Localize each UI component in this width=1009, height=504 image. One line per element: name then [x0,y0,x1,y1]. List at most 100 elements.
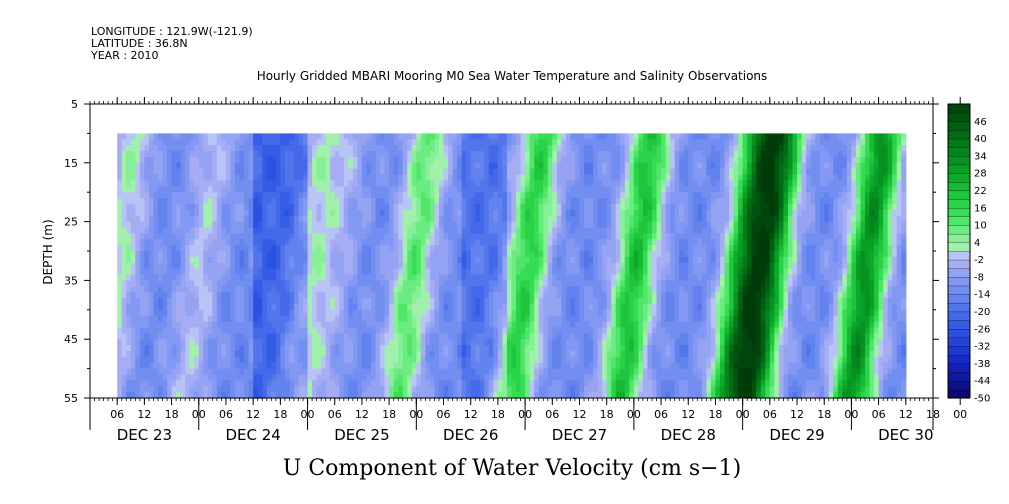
heatmap-cell [602,209,608,217]
heatmap-cell [520,203,526,211]
heatmap-cell [452,327,458,334]
heatmap-cell [266,256,272,264]
heatmap-cell [606,162,612,170]
heatmap-cell [389,156,395,164]
heatmap-cell [248,374,254,381]
heatmap-cell [298,209,304,217]
heatmap-cell [380,315,386,323]
heatmap-cell [470,333,476,340]
heatmap-cell [189,245,195,252]
heatmap-cell [502,392,508,399]
heatmap-cell [393,309,399,317]
heatmap-cell [135,374,141,381]
heatmap-cell [148,321,155,329]
heatmap-cell [565,345,572,352]
heatmap-cell [520,198,526,205]
heatmap-cell [371,356,377,364]
heatmap-cell [126,192,132,199]
heatmap-cell [271,315,277,323]
heatmap-cell [371,203,377,211]
heatmap-cell [602,339,608,346]
heatmap-cell [570,245,576,252]
heatmap-cell [225,345,232,352]
heatmap-cell [389,256,395,264]
heatmap-cell [343,333,349,340]
heatmap-cell [303,227,309,234]
heatmap-cell [497,203,504,211]
heatmap-cell [565,221,572,229]
heatmap-cell [502,227,508,234]
heatmap-cell [466,245,472,252]
heatmap-cell [293,286,300,293]
heatmap-cell [448,192,454,199]
heatmap-cell [361,245,368,252]
heatmap-cell [529,268,535,276]
heatmap-cell [461,233,467,240]
heatmap-cell [461,286,467,293]
heatmap-cell [361,203,368,211]
heatmap-cell [157,362,164,370]
heatmap-cell [352,174,358,182]
heatmap-cell [225,368,232,376]
heatmap-cell [493,180,499,187]
heatmap-cell [380,186,386,193]
heatmap-cell [565,198,572,205]
heatmap-cell [212,280,218,287]
heatmap-cell [407,209,413,217]
heatmap-cell [402,368,408,376]
heatmap-cell [271,356,277,364]
heatmap-cell [547,156,553,164]
heatmap-cell [547,345,553,352]
heatmap-cell [334,192,340,199]
heatmap-cell [325,192,331,199]
heatmap-cell [543,274,549,281]
heatmap-cell [398,333,404,340]
heatmap-cell [561,333,567,340]
heatmap-cell [411,221,417,229]
heatmap-cell [153,133,159,140]
heatmap-cell [185,392,191,399]
heatmap-cell [606,368,612,376]
heatmap-cell [611,139,617,146]
heatmap-cell [298,245,304,252]
heatmap-cell [461,362,467,370]
heatmap-cell [162,274,168,281]
heatmap-cell [126,233,132,240]
heatmap-cell [484,292,490,299]
heatmap-cell [185,180,191,187]
heatmap-cell [384,192,390,199]
heatmap-cell [497,356,504,364]
heatmap-cell [257,139,263,146]
heatmap-cell [207,162,213,170]
heatmap-cell [257,327,263,334]
heatmap-cell [157,286,164,293]
heatmap-cell [497,256,504,264]
heatmap-cell [443,168,449,176]
heatmap-cell [203,198,209,205]
heatmap-cell [615,374,621,381]
heatmap-cell [366,368,372,376]
heatmap-cell [366,356,372,364]
heatmap-cell [139,345,145,352]
heatmap-cell [366,145,372,152]
heatmap-cell [130,151,136,158]
heatmap-cell [565,303,572,311]
heatmap-cell [493,198,499,205]
heatmap-cell [529,292,535,299]
heatmap-cell [244,362,250,370]
heatmap-cell [593,221,599,229]
heatmap-cell [538,239,544,246]
heatmap-cell [139,174,145,182]
heatmap-cell [420,321,426,329]
heatmap-cell [479,356,485,364]
heatmap-cell [597,268,603,276]
heatmap-cell [380,345,386,352]
heatmap-cell [221,362,227,370]
heatmap-cell [303,321,309,329]
heatmap-cell [425,309,431,317]
heatmap-cell [479,286,485,293]
heatmap-cell [189,356,195,364]
heatmap-cell [588,339,594,346]
heatmap-cell [148,145,155,152]
heatmap-cell [126,280,132,287]
